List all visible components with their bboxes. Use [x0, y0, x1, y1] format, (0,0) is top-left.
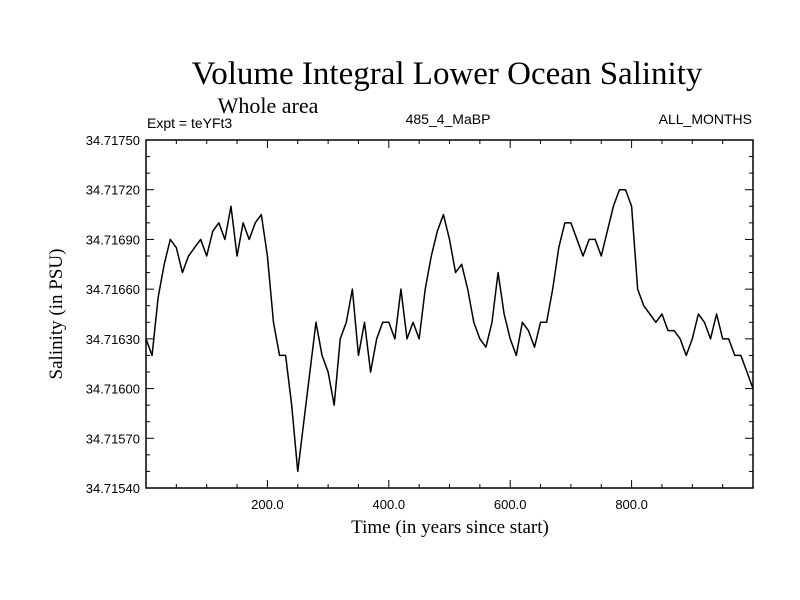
- run-label: 485_4_MaBP: [406, 111, 491, 127]
- y-tick-label: 34.71630: [86, 332, 140, 347]
- x-axis-label: Time (in years since start): [351, 517, 549, 538]
- y-tick-label: 34.71690: [86, 232, 140, 247]
- chart-subtitle: Whole area: [218, 93, 319, 118]
- x-tick-label: 200.0: [251, 497, 284, 512]
- x-tick-label: 800.0: [615, 497, 648, 512]
- series-line-salinity: [145, 188, 754, 473]
- y-tick-labels: 34.71540 34.71570 34.71600 34.71630 34.71660…: [86, 133, 140, 496]
- plot-frame: [145, 139, 754, 489]
- y-tick-label: 34.71660: [86, 282, 140, 297]
- y-tick-label: 34.71750: [86, 133, 140, 148]
- x-tick-label: 600.0: [494, 497, 527, 512]
- period-label: ALL_MONTHS: [659, 111, 752, 127]
- y-tick-label: 34.71720: [86, 183, 140, 198]
- y-tick-label: 34.71570: [86, 431, 140, 446]
- x-tick-labels: 200.0 400.0 600.0 800.0: [251, 497, 648, 512]
- y-tick-label: 34.71600: [86, 382, 140, 397]
- chart-title: Volume Integral Lower Ocean Salinity: [192, 56, 703, 92]
- expt-label: Expt = teYFt3: [147, 115, 232, 131]
- x-tick-label: 400.0: [373, 497, 406, 512]
- y-tick-label: 34.71540: [86, 481, 140, 496]
- y-axis-label: Salinity (in PSU): [46, 249, 67, 380]
